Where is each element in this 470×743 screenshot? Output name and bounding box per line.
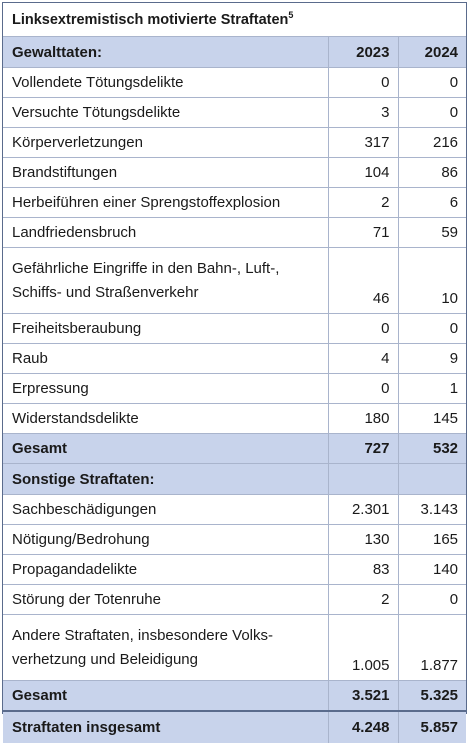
table-row: Landfriedensbruch 71 59 (3, 217, 467, 248)
statistics-table: Linksextremistisch motivierte Straftaten… (3, 3, 467, 743)
sum-label: Gesamt (3, 680, 328, 712)
value-2024: 1.877 (397, 614, 467, 681)
gewalttaten-sum-row: Gesamt 727 532 (3, 433, 467, 464)
value-2024: 0 (397, 584, 467, 615)
value-2023: 104 (327, 157, 398, 188)
grand-total-2024: 5.857 (397, 710, 467, 743)
row-label-line-1: Gefährliche Eingriffe in den Bahn-, Luft… (12, 259, 280, 277)
grand-total-label: Straftaten insgesamt (3, 710, 328, 743)
value-2024: 216 (397, 127, 467, 158)
row-label: Brandstiftungen (3, 157, 328, 188)
sonstige-sum-row: Gesamt 3.521 5.325 (3, 680, 467, 712)
value-2023: 71 (327, 217, 398, 248)
value-2024: 0 (397, 97, 467, 128)
sonstige-header-label: Sonstige Straftaten: (3, 463, 328, 495)
table-title: Linksextremistisch motivierte Straftaten… (3, 3, 467, 37)
table-row: Gefährliche Eingriffe in den Bahn-, Luft… (3, 247, 467, 314)
title-text: Linksextremistisch motivierte Straftaten (12, 11, 289, 28)
row-label: Propagandadelikte (3, 554, 328, 585)
grand-total-row: Straftaten insgesamt 4.248 5.857 (3, 710, 467, 743)
value-2023: 2 (327, 187, 398, 218)
value-2023: 4 (327, 343, 398, 374)
value-2024: 6 (397, 187, 467, 218)
value-2023: 130 (327, 524, 398, 555)
row-label-line-1: Andere Straftaten, insbesondere Volks- (12, 626, 273, 644)
value-2023: 83 (327, 554, 398, 585)
row-label: Nötigung/Bedrohung (3, 524, 328, 555)
value-2023: 0 (327, 67, 398, 98)
table-row: Versuchte Tötungsdelikte 3 0 (3, 97, 467, 128)
value-2023: 3 (327, 97, 398, 128)
value-2024: 145 (397, 403, 467, 434)
row-label: Herbeiführen einer Sprengstoffexplosion (3, 187, 328, 218)
row-label: Andere Straftaten, insbesondere Volks-ve… (3, 614, 328, 681)
value-2024: 0 (397, 67, 467, 98)
value-2024: 1 (397, 373, 467, 404)
year-2023-header: 2023 (327, 36, 398, 68)
empty-header-cell (327, 463, 398, 495)
value-2024: 59 (397, 217, 467, 248)
value-2024: 86 (397, 157, 467, 188)
table-row: Störung der Totenruhe 2 0 (3, 584, 467, 615)
sonstige-header-row: Sonstige Straftaten: (3, 463, 467, 495)
value-2023: 46 (327, 247, 398, 314)
value-2023: 2 (327, 584, 398, 615)
gewalttaten-header-label: Gewalttaten: (3, 36, 328, 68)
sum-2024: 5.325 (397, 680, 467, 712)
table-row: Andere Straftaten, insbesondere Volks-ve… (3, 614, 467, 681)
table-row: Widerstandsdelikte 180 145 (3, 403, 467, 434)
table-row: Sachbeschädigungen 2.301 3.143 (3, 494, 467, 525)
row-label: Versuchte Tötungsdelikte (3, 97, 328, 128)
gewalttaten-header-row: Gewalttaten: 2023 2024 (3, 36, 467, 68)
row-label-line-2: Schiffs- und Straßenverkehr (12, 283, 199, 301)
value-2024: 3.143 (397, 494, 467, 525)
value-2023: 2.301 (327, 494, 398, 525)
table-row: Brandstiftungen 104 86 (3, 157, 467, 188)
table-row: Erpressung 0 1 (3, 373, 467, 404)
table-title-row: Linksextremistisch motivierte Straftaten… (3, 3, 467, 37)
title-footnote: 5 (288, 9, 294, 20)
value-2023: 0 (327, 313, 398, 344)
row-label: Widerstandsdelikte (3, 403, 328, 434)
sum-2024: 532 (397, 433, 467, 464)
row-label: Gefährliche Eingriffe in den Bahn-, Luft… (3, 247, 328, 314)
row-label: Körperverletzungen (3, 127, 328, 158)
value-2023: 317 (327, 127, 398, 158)
row-label: Landfriedensbruch (3, 217, 328, 248)
empty-header-cell (397, 463, 467, 495)
sum-2023: 3.521 (327, 680, 398, 712)
row-label: Störung der Totenruhe (3, 584, 328, 615)
year-2024-header: 2024 (397, 36, 467, 68)
row-label: Vollendete Tötungsdelikte (3, 67, 328, 98)
table-row: Herbeiführen einer Sprengstoffexplosion … (3, 187, 467, 218)
row-label: Raub (3, 343, 328, 374)
value-2023: 1.005 (327, 614, 398, 681)
table-row: Nötigung/Bedrohung 130 165 (3, 524, 467, 555)
value-2024: 9 (397, 343, 467, 374)
row-label: Freiheitsberaubung (3, 313, 328, 344)
row-label-line-2: verhetzung und Beleidigung (12, 650, 198, 668)
sum-label: Gesamt (3, 433, 328, 464)
value-2024: 10 (397, 247, 467, 314)
value-2024: 140 (397, 554, 467, 585)
sum-2023: 727 (327, 433, 398, 464)
grand-total-2023: 4.248 (327, 710, 398, 743)
value-2023: 180 (327, 403, 398, 434)
table-row: Körperverletzungen 317 216 (3, 127, 467, 158)
value-2024: 165 (397, 524, 467, 555)
row-label: Sachbeschädigungen (3, 494, 328, 525)
table-row: Propagandadelikte 83 140 (3, 554, 467, 585)
table-row: Freiheitsberaubung 0 0 (3, 313, 467, 344)
table-row: Raub 4 9 (3, 343, 467, 374)
row-label: Erpressung (3, 373, 328, 404)
value-2023: 0 (327, 373, 398, 404)
table-row: Vollendete Tötungsdelikte 0 0 (3, 67, 467, 98)
value-2024: 0 (397, 313, 467, 344)
